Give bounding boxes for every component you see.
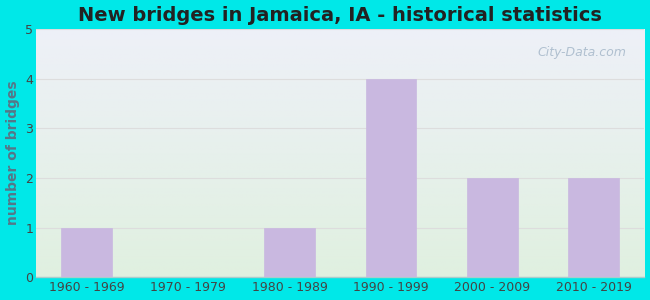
- Bar: [365, 79, 416, 277]
- Bar: [568, 178, 619, 277]
- Text: City-Data.com: City-Data.com: [538, 46, 626, 59]
- Bar: [264, 228, 315, 277]
- Bar: [467, 178, 517, 277]
- Bar: [61, 228, 112, 277]
- Y-axis label: number of bridges: number of bridges: [6, 81, 20, 225]
- Title: New bridges in Jamaica, IA - historical statistics: New bridges in Jamaica, IA - historical …: [78, 6, 602, 25]
